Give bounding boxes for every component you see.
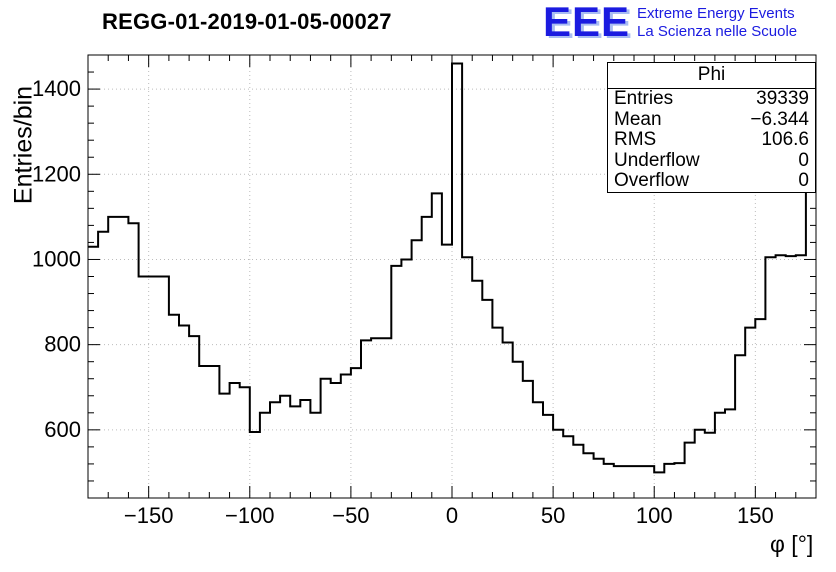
- eee-logo-line1: Extreme Energy Events: [637, 5, 795, 22]
- y-axis-title: Entries/bin: [9, 85, 38, 205]
- stats-box: Phi Entries 39339 Mean −6.344 RMS 106.6 …: [607, 62, 816, 193]
- eee-logo: EEE Extreme Energy Events La Scienza nel…: [543, 0, 797, 45]
- svg-text:150: 150: [737, 503, 774, 528]
- stats-box-title: Phi: [608, 63, 815, 89]
- eee-logo-line2: La Scienza nelle Scuole: [637, 23, 798, 40]
- stats-entries-label: Entries: [614, 88, 674, 109]
- stats-row-overflow: Overflow 0: [608, 170, 815, 192]
- stats-overflow-label: Overflow: [614, 170, 689, 191]
- eee-logo-captions: Extreme Energy Events La Scienza nelle S…: [637, 5, 797, 41]
- stats-rms-label: RMS: [614, 129, 657, 150]
- svg-text:1400: 1400: [32, 76, 81, 101]
- svg-text:600: 600: [44, 417, 81, 442]
- svg-text:800: 800: [44, 332, 81, 357]
- y-tick-labels: 600 800 1000 1200 1400: [32, 76, 81, 442]
- stats-mean-value: −6.344: [750, 108, 809, 130]
- stats-mean-label: Mean: [614, 108, 662, 130]
- histogram-line: [88, 62, 816, 474]
- stats-row-entries: Entries 39339: [608, 88, 815, 110]
- stats-underflow-value: 0: [798, 149, 809, 171]
- stats-overflow-value: 0: [798, 170, 809, 191]
- x-axis-title: φ [°]: [770, 531, 814, 557]
- svg-text:1000: 1000: [32, 246, 81, 271]
- svg-text:50: 50: [541, 503, 565, 528]
- svg-text:0: 0: [446, 503, 458, 528]
- svg-text:100: 100: [636, 503, 673, 528]
- stats-entries-value: 39339: [756, 88, 809, 109]
- axis-ticks: [87, 54, 817, 499]
- svg-text:1200: 1200: [32, 161, 81, 186]
- stats-underflow-label: Underflow: [614, 149, 700, 171]
- svg-text:−50: −50: [332, 503, 369, 528]
- stats-row-mean: Mean −6.344: [608, 108, 815, 131]
- svg-text:−150: −150: [124, 503, 174, 528]
- plot-frame: [87, 54, 817, 499]
- stats-row-rms: RMS 106.6: [608, 129, 815, 151]
- stats-rms-value: 106.6: [761, 129, 809, 150]
- stats-row-underflow: Underflow 0: [608, 149, 815, 172]
- eee-logo-text: EEE: [543, 0, 631, 45]
- plot-title: REGG-01-2019-01-05-00027: [102, 9, 392, 34]
- x-tick-labels: −150 −100 −50 0 50 100 150: [124, 503, 774, 528]
- svg-text:−100: −100: [225, 503, 275, 528]
